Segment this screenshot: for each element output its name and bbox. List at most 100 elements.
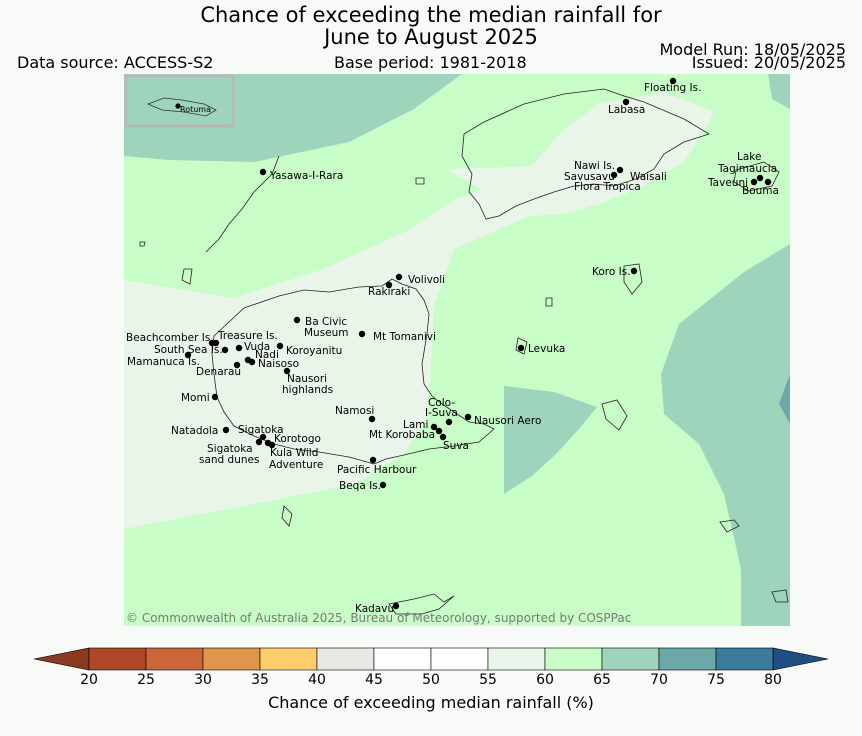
taveuni-label: Taveuni [708,177,749,189]
nausori-label: Nausori [287,373,328,385]
small-island [545,297,553,307]
kula1-marker [268,441,276,449]
rakiraki-marker [385,281,393,289]
beqa-label: Beqa Is. [339,480,382,492]
sigsand2-label: sand dunes [199,454,260,466]
koroyanitu-marker [276,342,284,350]
tomanivi-label: Mt Tomanivi [373,331,436,343]
floating-label: Floating Is. [644,82,702,94]
zone-55-60 [124,92,714,529]
base-period-label: Base period: 1981-2018 [334,53,527,72]
inset-label: Rotuma [180,105,211,114]
bouma-marker [764,178,772,186]
floating-marker [669,77,677,85]
treasure-marker [212,339,220,347]
mamanuca-marker [184,351,192,359]
savusavu-marker [610,171,618,179]
copyright-notice: © Commonwealth of Australia 2025, Bureau… [126,611,632,625]
colorbar-tick-label: 35 [251,672,269,688]
southsea-marker [221,346,229,354]
rotuma-inset [124,74,235,128]
map-canvas [124,74,790,626]
colorbar-tick-label: 50 [422,672,440,688]
lami-marker [430,423,438,431]
natadola-marker [222,426,230,434]
korotogo-marker [255,438,263,446]
colorbar-swatch [487,647,546,671]
colorbar-tick-label: 80 [764,672,782,688]
koro-label: Koro Is. [592,266,631,278]
colorbar-swatch [316,647,375,671]
small-island [139,241,146,247]
museum-label: Museum [304,327,349,339]
colorbar-tick-label: 70 [650,672,668,688]
zone-55-60-north [446,96,629,191]
naisoso-marker [248,358,256,366]
kadavu-coast [388,593,455,615]
zone-70-75 [779,374,790,424]
vuda-label: Vuda [244,341,271,353]
colorbar-swatch [601,647,660,671]
rakiraki-label: Rakiraki [368,286,411,298]
beqa-marker [379,481,387,489]
nausoriaero-label: Nausori Aero [474,415,542,427]
taveuni-marker [750,178,758,186]
colorbar-over-arrow [772,647,829,671]
mtkorobaba-label: Mt Korobaba [369,429,436,441]
treasure-label: Treasure Is. [218,330,278,342]
ovalau-coast [515,337,528,355]
zone-65-70-ne [768,74,790,109]
colorbar-swatch [259,647,318,671]
kadavu-label: Kadavu [355,603,395,615]
colorbar-tick-label: 20 [80,672,98,688]
suva-label: Suva [443,440,469,452]
lami-label: Lami [403,419,429,431]
map-title-line2: June to August 2025 [324,25,538,49]
colorbar-under-arrow [33,647,90,671]
mamanuca-label: Mamanuca Is. [127,356,200,368]
colorbar-tick-label: 40 [308,672,326,688]
viti-levu-coast [211,278,495,465]
model-run-label: Model Run: 18/05/2025 [659,40,847,59]
savusavu-label: Savusavu [564,171,615,183]
labasa-label: Labasa [608,104,646,116]
colorbar-swatch [88,647,147,671]
sigatoka-label: Sigatoka [238,424,284,436]
nadi-label: Nadi [255,349,279,361]
koroyanitu-label: Koroyanitu [286,345,343,357]
labasa-marker [622,98,630,106]
colorbar-tick-label: 30 [194,672,212,688]
tomanivi-marker [358,330,366,338]
zone-65-70-south [504,386,597,494]
small-island [281,505,293,527]
colorbar [33,647,829,671]
naisoso-label: Naisoso [258,358,299,370]
colorbar-tick-label: 65 [593,672,611,688]
zone-65-70-east [661,244,790,626]
flora-label: Flora Tropica [574,181,641,193]
nausori-marker [283,367,291,375]
namosi-marker [368,415,376,423]
colorbar-swatch [658,647,717,671]
colorbar-swatch [715,647,774,671]
mtkorobaba-marker [435,427,443,435]
volivoli-marker [395,273,403,281]
denarau-label: Denarau [196,366,242,378]
colorbar-tick-label: 55 [479,672,497,688]
nausoriaero-marker [464,413,472,421]
small-island [415,177,425,185]
taveuni-coast [733,161,780,192]
namosi-label: Namosi [335,405,375,417]
sigsand1-label: Sigatoka [207,443,253,455]
colorbar-swatch [544,647,603,671]
levuka-marker [517,344,525,352]
momi-label: Momi [181,392,210,404]
suva-marker [439,433,447,441]
kadavu-marker [392,602,400,610]
volivoli-label: Volivoli [408,274,446,286]
map-title-line1: Chance of exceeding the median rainfall … [200,3,662,27]
colorbar-tick-label: 75 [707,672,725,688]
bouma-label: Bouma [742,185,779,197]
small-island [181,268,193,285]
denarau-marker [233,361,241,369]
